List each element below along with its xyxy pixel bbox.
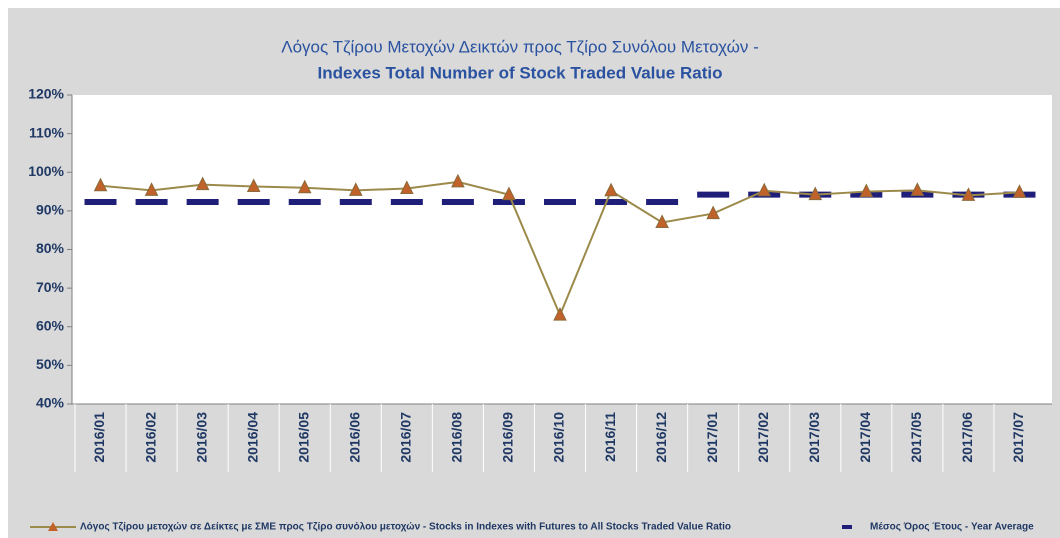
x-tick-label: 2016/01 <box>91 412 107 463</box>
marker <box>502 186 516 201</box>
y-tick-label: 50% <box>36 356 65 372</box>
marker <box>604 182 618 197</box>
x-tick-label: 2016/10 <box>551 412 567 463</box>
x-tick-label: 2016/08 <box>449 412 465 463</box>
x-tick-label: 2016/09 <box>500 412 516 463</box>
x-tick-label: 2016/07 <box>398 412 414 463</box>
x-tick-label: 2016/02 <box>142 412 158 463</box>
x-tick-label: 2016/11 <box>602 412 618 462</box>
x-tick-label: 2016/12 <box>653 412 669 463</box>
x-tick-label: 2016/06 <box>346 412 362 463</box>
y-tick-label: 90% <box>36 202 65 218</box>
marker <box>348 182 363 196</box>
x-tick-label: 2017/07 <box>1010 412 1026 463</box>
x-tick-label: 2017/02 <box>755 412 771 463</box>
marker <box>451 173 465 188</box>
marker <box>910 182 925 196</box>
marker <box>400 180 414 194</box>
marker <box>553 307 567 321</box>
legend-marker <box>48 522 58 531</box>
x-tick-label: 2017/03 <box>806 412 822 463</box>
y-tick-label: 100% <box>28 163 64 179</box>
x-tick-label: 2017/04 <box>857 412 873 463</box>
y-tick-label: 120% <box>28 86 64 102</box>
chart-title: Λόγος Τζίρου Μετοχών Δεικτών προς Τζίρο … <box>281 37 759 56</box>
marker <box>655 214 669 228</box>
legend-label: Λόγος Τζίρου μετοχών σε Δείκτες με ΣΜΕ π… <box>80 522 731 533</box>
x-tick-label: 2017/01 <box>704 412 720 463</box>
marker <box>144 182 159 196</box>
y-tick-label: 70% <box>36 279 65 295</box>
marker <box>706 205 720 220</box>
legend-label: Μέσος Όρος Έτους - Year Average <box>870 522 1034 533</box>
marker <box>246 178 261 193</box>
marker <box>1012 184 1027 198</box>
x-tick-label: 2017/05 <box>908 412 924 463</box>
chart-subtitle: Indexes Total Number of Stock Traded Val… <box>318 63 723 82</box>
x-tick-label: 2016/05 <box>295 412 311 463</box>
plot-area <box>72 95 1052 404</box>
x-tick-label: 2016/04 <box>244 412 260 463</box>
x-tick-label: 2017/06 <box>959 412 975 463</box>
marker <box>808 186 823 201</box>
marker <box>195 176 210 191</box>
y-tick-label: 110% <box>29 124 65 140</box>
marker <box>297 179 312 194</box>
marker <box>93 177 108 192</box>
marker <box>961 187 976 201</box>
x-tick-label: 2016/03 <box>193 412 209 463</box>
y-tick-label: 60% <box>36 317 65 333</box>
marker <box>859 183 874 198</box>
marker <box>757 182 772 197</box>
y-tick-label: 80% <box>36 240 65 256</box>
y-tick-label: 40% <box>36 395 65 411</box>
